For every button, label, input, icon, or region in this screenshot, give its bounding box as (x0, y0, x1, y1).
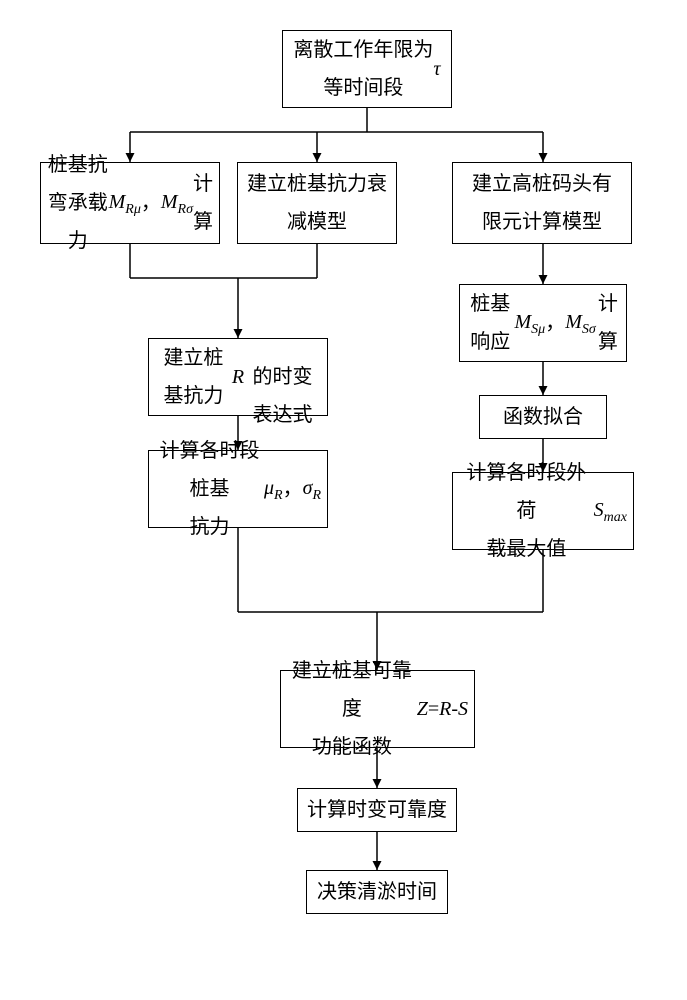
node-fem-model: 建立高桩码头有限元计算模型 (452, 162, 632, 244)
node-pile-response: 桩基响应 MSμ，MSσ计算 (459, 284, 627, 362)
node-bending-capacity: 桩基抗弯承载力MRμ，MRσ计算 (40, 162, 220, 244)
node-function-fit: 函数拟合 (479, 395, 607, 439)
node-load-max: 计算各时段外荷载最大值 Smax (452, 472, 634, 550)
node-resistance-calc: 计算各时段桩基抗力μR，σR (148, 450, 328, 528)
node-discrete-time: 离散工作年限为等时间段τ (282, 30, 452, 108)
node-dredge-decision: 决策清淤时间 (306, 870, 448, 914)
node-resistance-decay: 建立桩基抗力衰减模型 (237, 162, 397, 244)
node-timevar-reliability: 计算时变可靠度 (297, 788, 457, 832)
node-reliability-func: 建立桩基可靠度功能函数 Z=R-S (280, 670, 475, 748)
node-resistance-timevar: 建立桩基抗力 R的时变表达式 (148, 338, 328, 416)
